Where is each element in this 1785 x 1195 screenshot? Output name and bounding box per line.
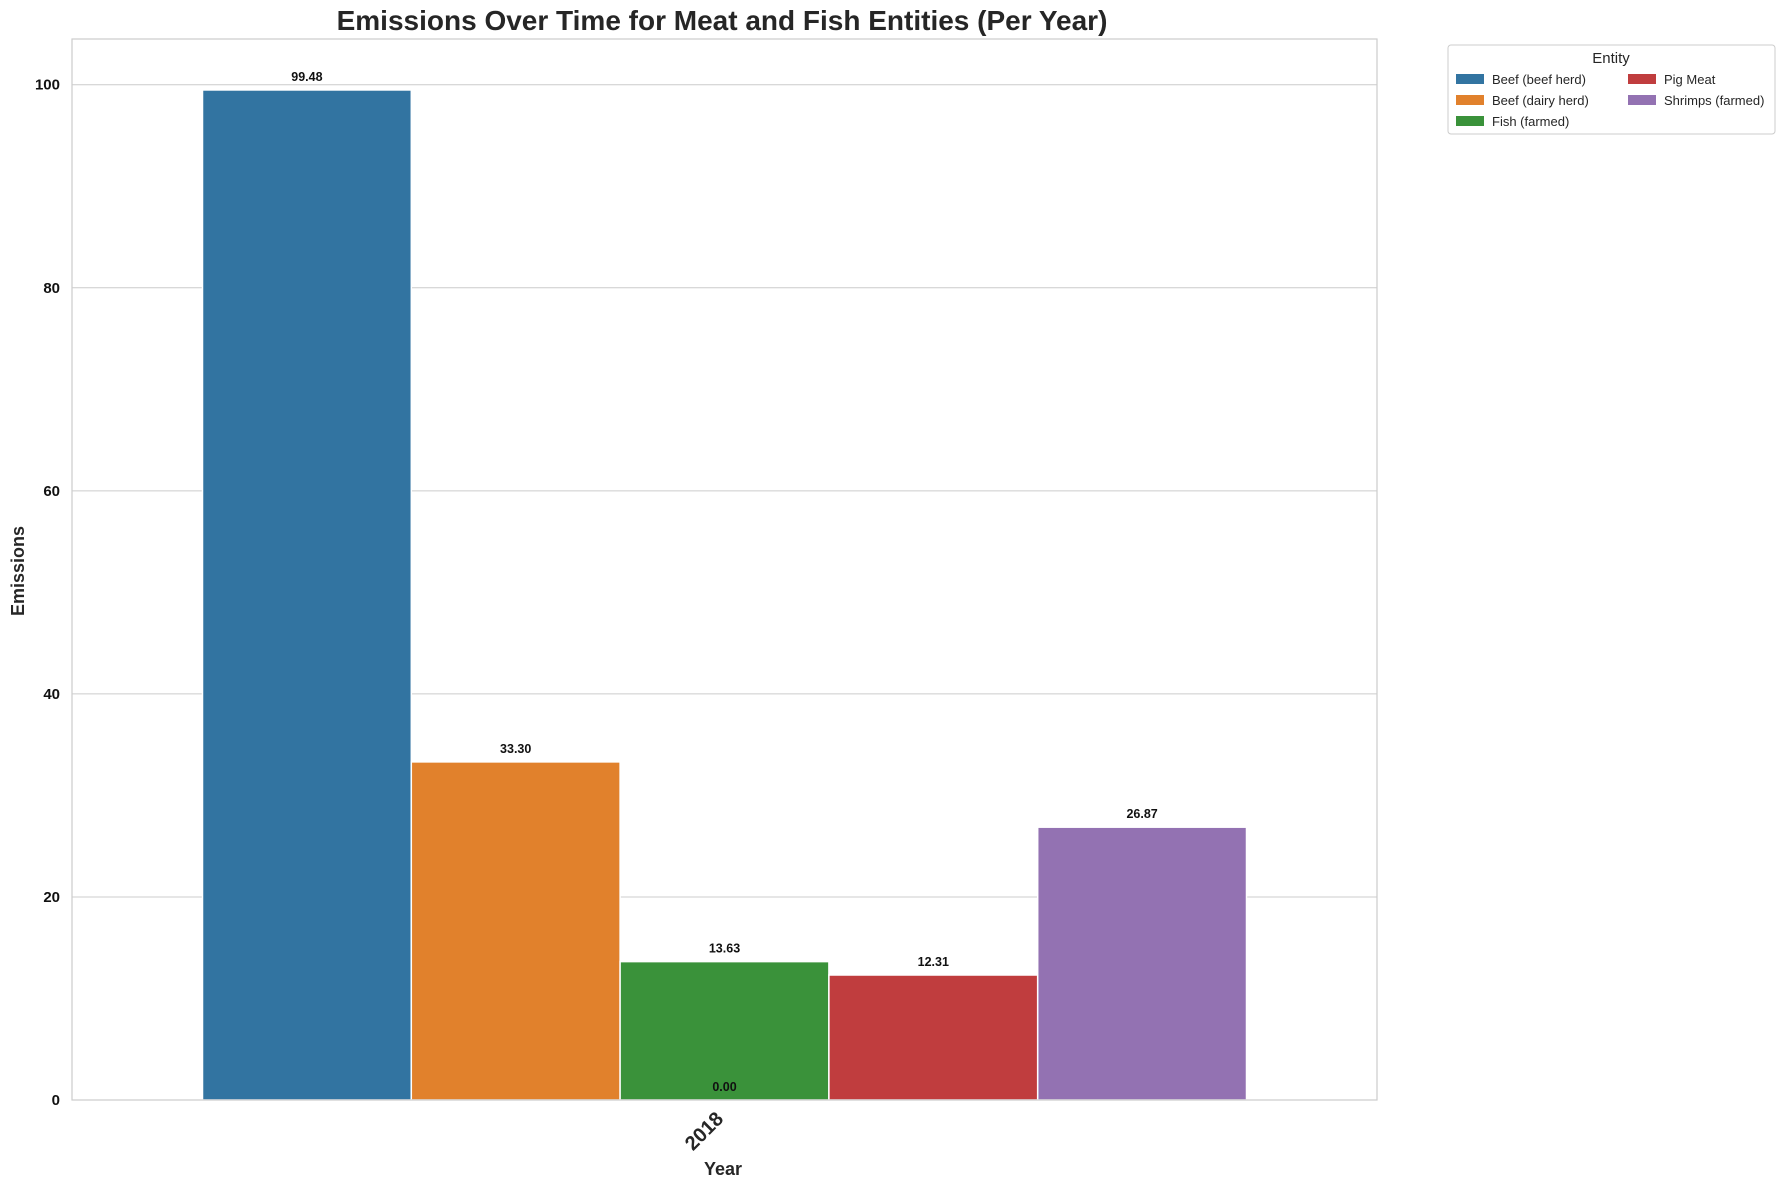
xticks-layer: 2018 — [681, 1108, 728, 1155]
chart-title: Emissions Over Time for Meat and Fish En… — [337, 5, 1108, 36]
data-label: 26.87 — [1126, 807, 1157, 821]
legend-swatch — [1628, 95, 1656, 105]
legend-label: Fish (farmed) — [1492, 114, 1569, 129]
legend-box — [1447, 44, 1776, 135]
legend-items: Beef (beef herd) Beef (dairy herd) Fish (f… — [1456, 72, 1764, 129]
data-label: 12.31 — [918, 955, 949, 969]
legend-label: Shrimps (farmed) — [1664, 93, 1764, 108]
zero-annotation: 0.00 — [712, 1080, 736, 1094]
plot-frame — [71, 38, 1378, 1101]
bar-beef-dairy-herd — [410, 761, 621, 1101]
labels-layer: 99.48 33.30 13.63 12.31 26.87 0.00 — [291, 70, 1158, 1094]
legend-swatch — [1456, 74, 1484, 84]
bar-fish-farmed — [619, 960, 830, 1101]
bar-shrimps-farmed — [1036, 826, 1248, 1101]
legend-label: Beef (dairy herd) — [1492, 93, 1589, 108]
y-tick-label: 60 — [43, 483, 60, 500]
legend-swatch — [1456, 116, 1484, 126]
legend-swatch — [1628, 74, 1656, 84]
y-tick-label: 80 — [43, 280, 60, 297]
y-tick-label: 0 — [52, 1092, 60, 1109]
y-tick-label: 40 — [43, 686, 60, 703]
y-axis-label: Emissions — [8, 526, 28, 616]
bars-layer — [201, 89, 1248, 1101]
y-tick-label: 100 — [35, 77, 60, 94]
bar-pig-meat — [828, 974, 1039, 1101]
legend-label: Beef (beef herd) — [1492, 72, 1586, 87]
y-tick-label: 20 — [43, 889, 60, 906]
x-axis-label: Year — [704, 1159, 742, 1179]
bar-beef-beef-herd — [201, 89, 413, 1101]
legend: Entity Beef (beef herd) Beef (dairy herd)… — [1447, 44, 1776, 135]
data-label: 13.63 — [709, 942, 740, 956]
data-label: 99.48 — [291, 70, 322, 84]
x-tick-label: 2018 — [681, 1108, 728, 1155]
legend-title: Entity — [1592, 50, 1630, 67]
data-label: 33.30 — [500, 742, 531, 756]
legend-swatch — [1456, 95, 1484, 105]
yticks-layer: 0 20 40 60 80 100 — [35, 77, 60, 1109]
legend-label: Pig Meat — [1664, 72, 1716, 87]
